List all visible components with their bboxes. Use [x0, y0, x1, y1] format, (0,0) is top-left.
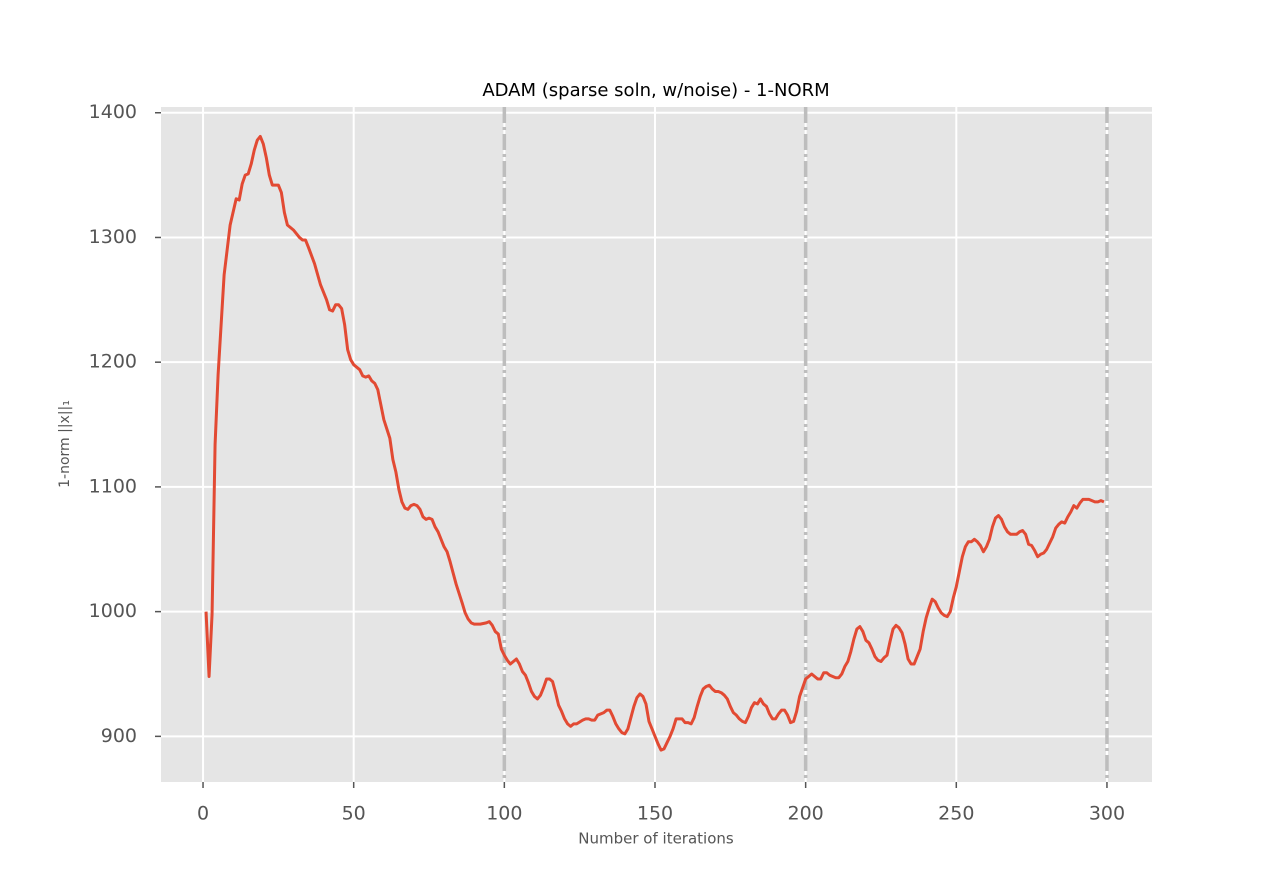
x-tick-label: 200 [788, 803, 824, 825]
x-tick-label: 300 [1089, 803, 1125, 825]
x-tick-label: 100 [486, 803, 522, 825]
y-tick-label: 1400 [89, 101, 137, 123]
x-axis-label: Number of iterations [578, 830, 734, 848]
y-axis-label: 1-norm ||x||₁ [57, 400, 73, 488]
y-tick-label: 1100 [89, 475, 137, 497]
y-tick-label: 900 [101, 725, 137, 747]
x-tick-label: 150 [637, 803, 673, 825]
plot-area [161, 107, 1152, 782]
x-tick-label: 0 [197, 803, 209, 825]
y-tick-label: 1200 [89, 351, 137, 373]
x-tick-label: 250 [938, 803, 974, 825]
y-tick-label: 1000 [89, 600, 137, 622]
x-tick-label: 50 [342, 803, 366, 825]
data-line [204, 134, 1105, 752]
chart-title: ADAM (sparse soln, w/noise) - 1-NORM [482, 80, 829, 101]
y-tick-label: 1300 [89, 226, 137, 248]
